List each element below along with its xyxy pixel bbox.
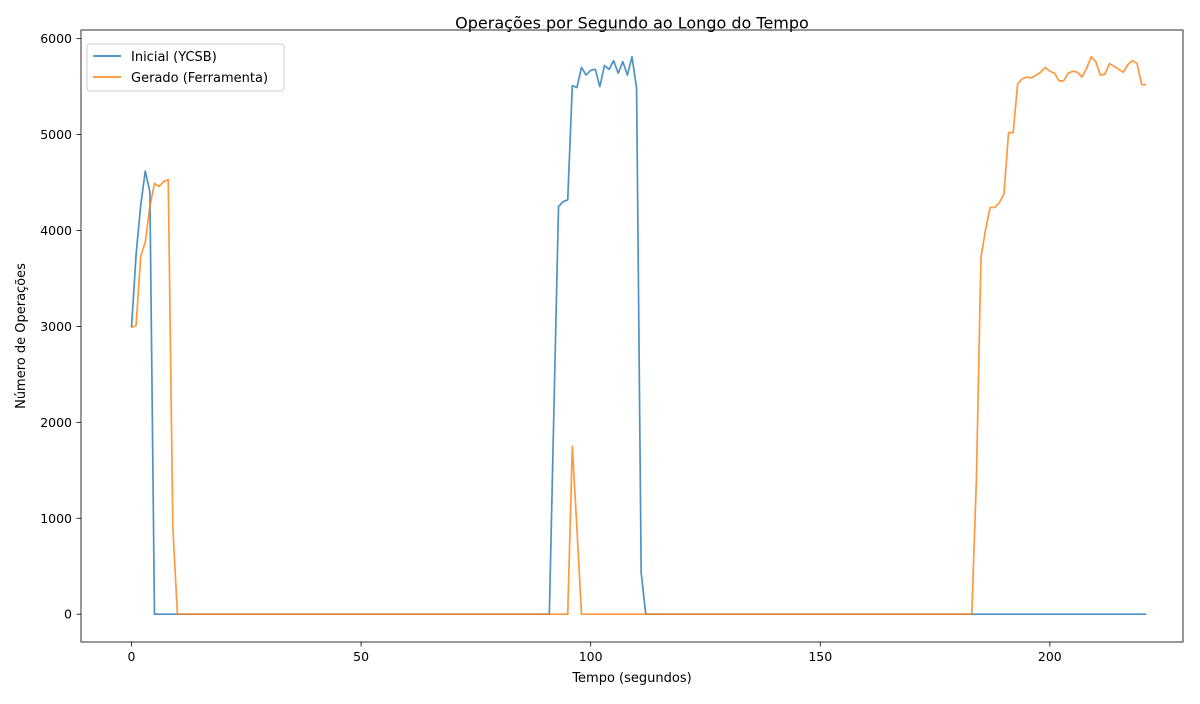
legend: Inicial (YCSB) Gerado (Ferramenta) (86, 43, 285, 92)
x-tick-label: 0 (128, 649, 136, 664)
series-line-inicial (130, 56, 1147, 616)
y-tick-label: 6000 (40, 31, 72, 46)
x-axis-label: Tempo (segundos) (571, 671, 691, 686)
legend-label-inicial: Inicial (YCSB) (131, 50, 217, 65)
chart-title: Operações por Segundo ao Longo do Tempo (455, 14, 809, 33)
x-tick-label: 100 (579, 649, 603, 664)
x-axis: 0 50 100 150 200 (128, 642, 1062, 664)
legend-box (86, 43, 285, 92)
y-tick-label: 0 (64, 607, 72, 622)
plot-frame (80, 29, 1184, 643)
y-tick-label: 2000 (40, 415, 72, 430)
y-tick-label: 4000 (40, 223, 72, 238)
y-tick-label: 1000 (40, 511, 72, 526)
x-tick-label: 50 (353, 649, 369, 664)
series-layer (130, 56, 1147, 616)
y-axis: 0 1000 2000 3000 4000 5000 6000 (40, 31, 81, 622)
y-tick-label: 5000 (40, 127, 72, 142)
y-axis-label: Número de Operações (14, 263, 29, 409)
series-line-gerado (131, 56, 1147, 616)
legend-label-gerado: Gerado (Ferramenta) (131, 71, 268, 86)
x-tick-label: 200 (1038, 649, 1062, 664)
x-tick-label: 150 (808, 649, 832, 664)
y-tick-label: 3000 (40, 319, 72, 334)
